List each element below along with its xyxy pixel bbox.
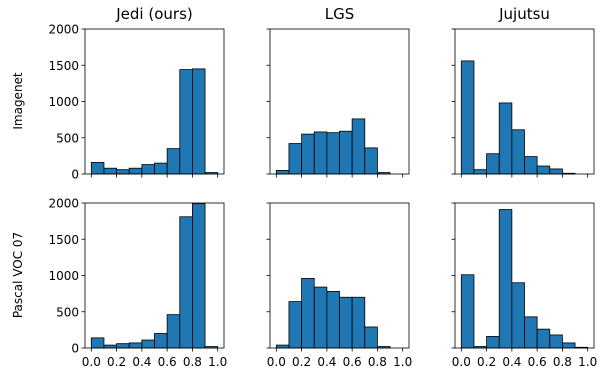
histogram-bar <box>103 344 117 349</box>
histogram-bar <box>179 216 193 349</box>
histogram-bar <box>192 68 206 175</box>
y-tick-label: 2000 <box>48 23 79 37</box>
histogram-bar <box>116 343 130 349</box>
histogram-bar <box>103 167 117 175</box>
row-label-pascal-voc: Pascal VOC 07 <box>11 232 25 318</box>
histogram-bar <box>288 301 302 349</box>
x-tick-label: 0.0 <box>452 355 471 369</box>
histogram-bar <box>166 148 181 175</box>
histogram-bar <box>339 296 353 349</box>
histogram-bar <box>524 316 538 349</box>
histogram-bar <box>326 291 340 349</box>
y-tick-label: 1500 <box>48 59 79 73</box>
y-tick-label: 1000 <box>48 95 79 109</box>
histogram-bar <box>536 165 551 175</box>
histogram-bar <box>364 147 378 175</box>
x-tick-label: 1.0 <box>393 355 412 369</box>
x-tick-label: 1.0 <box>578 355 597 369</box>
histogram-bar <box>313 286 328 349</box>
histogram-bar <box>511 129 525 175</box>
x-tick-label: 0.2 <box>292 355 311 369</box>
x-tick-label: 0.0 <box>82 355 101 369</box>
histogram-bar <box>275 344 290 349</box>
histogram-bar <box>166 314 181 349</box>
x-tick-label: 0.8 <box>553 355 572 369</box>
histogram-bar <box>339 130 353 175</box>
panel-1-3 <box>451 28 595 178</box>
column-title-lgs: LGS <box>325 5 355 23</box>
histogram-bar <box>536 328 551 349</box>
histogram-bar <box>549 334 563 349</box>
histogram-bar <box>460 274 475 349</box>
histogram-bar <box>326 132 340 175</box>
histogram-bar <box>154 162 168 175</box>
histogram-bar <box>549 168 563 175</box>
panel-2-3: 0.0 0.2 0.4 0.6 0.8 1.0 <box>451 202 597 369</box>
panel-2-1: 0 500 1000 1500 2000 0.0 0.2 0.4 0.6 0.8 1.0 <box>48 197 227 370</box>
histogram-bar <box>351 296 366 349</box>
histogram-bar <box>524 156 538 175</box>
x-tick-label: 0.8 <box>183 355 202 369</box>
x-tick-label: 0.4 <box>317 355 336 369</box>
column-title-jujutsu: Jujutsu <box>498 5 550 23</box>
histogram-bar <box>128 167 143 175</box>
histogram-bar <box>364 326 378 349</box>
histogram-bar <box>90 337 105 349</box>
histogram-bar <box>128 342 143 349</box>
x-tick-label: 0.2 <box>107 355 126 369</box>
histogram-bar <box>154 333 168 349</box>
histogram-bar <box>141 339 155 349</box>
y-tick-label: 2000 <box>48 197 79 211</box>
y-tick-label: 500 <box>56 131 79 145</box>
y-tick-label: 500 <box>56 305 79 319</box>
x-tick-label: 0.4 <box>502 355 521 369</box>
x-tick-label: 0.4 <box>132 355 151 369</box>
y-tick-label: 0 <box>71 168 79 182</box>
y-tick-label: 1000 <box>48 269 79 283</box>
histogram-bar <box>460 60 475 175</box>
histogram-bar <box>511 282 525 349</box>
y-tick-label: 0 <box>71 342 79 356</box>
x-tick-label: 0.2 <box>477 355 496 369</box>
histogram-bar <box>498 102 513 175</box>
histogram-bar <box>275 169 290 175</box>
histogram-bar <box>179 69 193 175</box>
histogram-bar <box>116 169 130 175</box>
histogram-bar <box>351 118 366 175</box>
histogram-bar <box>486 335 500 349</box>
x-tick-label: 0.6 <box>158 355 177 369</box>
histogram-bar <box>288 143 302 175</box>
x-tick-label: 0.6 <box>343 355 362 369</box>
panel-1-1: 0 500 1000 1500 2000 <box>48 23 225 182</box>
y-tick-label: 1500 <box>48 233 79 247</box>
row-label-imagenet: Imagenet <box>11 72 25 130</box>
x-tick-label: 1.0 <box>208 355 227 369</box>
x-tick-label: 0.0 <box>267 355 286 369</box>
histogram-bar <box>192 203 206 349</box>
histogram-bar <box>301 133 315 175</box>
histogram-bar <box>486 153 500 175</box>
x-tick-label: 0.6 <box>528 355 547 369</box>
histogram-bar <box>473 169 487 175</box>
x-tick-label: 0.8 <box>368 355 387 369</box>
panel-2-2: 0.0 0.2 0.4 0.6 0.8 1.0 <box>266 202 412 369</box>
histogram-bar <box>562 342 576 349</box>
panel-1-2 <box>266 28 410 178</box>
histogram-bar <box>498 209 513 349</box>
histogram-bar <box>90 161 105 175</box>
histogram-bar <box>141 164 155 175</box>
histogram-bar <box>301 277 315 349</box>
histogram-bar <box>313 131 328 175</box>
column-title-jedi: Jedi (ours) <box>115 5 192 23</box>
